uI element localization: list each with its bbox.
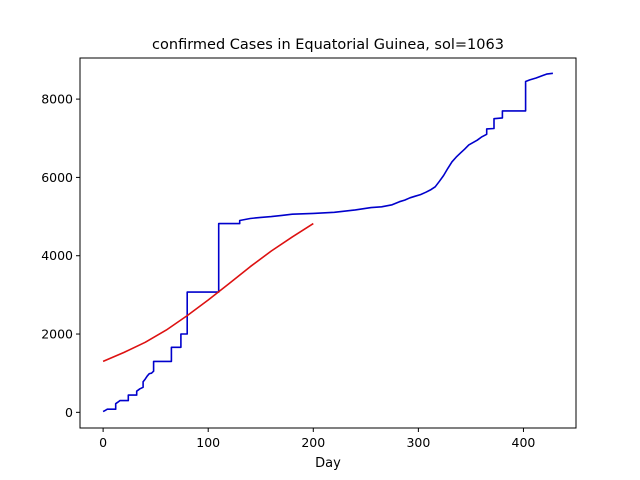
x-tick-label: 200 (301, 435, 325, 450)
axes-frame (79, 57, 577, 429)
y-tick-label: 4000 (41, 248, 73, 263)
y-tick-label: 6000 (41, 170, 73, 185)
y-tick-label: 2000 (41, 327, 73, 342)
chart-title: confirmed Cases in Equatorial Guinea, so… (152, 37, 504, 53)
y-tick-label: 0 (65, 405, 73, 420)
observed-series-line (102, 72, 554, 413)
y-tick-label: 8000 (41, 92, 73, 107)
fit-series-line (102, 222, 314, 363)
x-axis: 0 100 200 300 400 (99, 428, 535, 450)
x-tick-label: 400 (512, 435, 536, 450)
x-tick-label: 100 (196, 435, 220, 450)
y-axis: 0 2000 4000 6000 8000 (41, 92, 80, 420)
x-tick-label: 0 (99, 435, 107, 450)
plot-area (102, 72, 554, 413)
x-tick-label: 300 (406, 435, 430, 450)
x-axis-label: Day (315, 456, 341, 471)
